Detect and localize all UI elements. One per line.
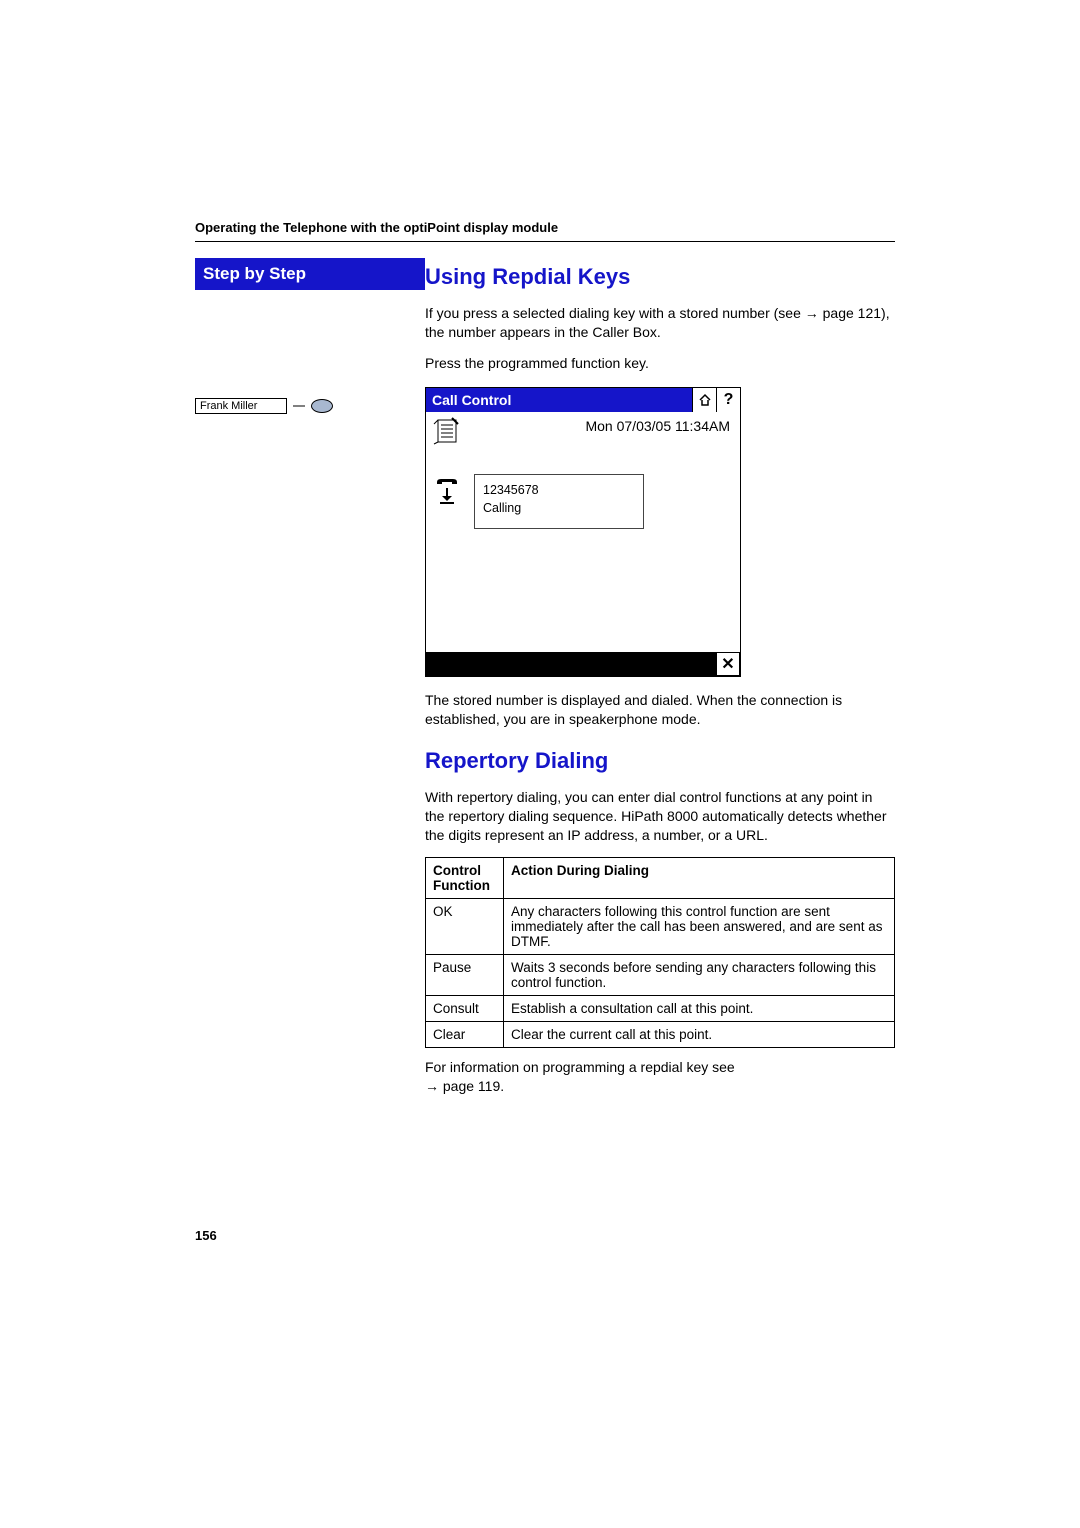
arrow-icon: → (805, 305, 823, 321)
text: If you press a selected dialing key with… (425, 305, 805, 321)
table-row: OK Any characters following this control… (426, 899, 895, 955)
instruction-text: Press the programmed function key. (425, 354, 895, 373)
table-cell: Establish a consultation call at this po… (504, 996, 895, 1022)
control-function-table: Control Function Action During Dialing O… (425, 857, 895, 1048)
table-header: Control Function (426, 858, 504, 899)
paragraph: With repertory dialing, you can enter di… (425, 788, 895, 845)
table-cell: Consult (426, 996, 504, 1022)
arrow-icon: → (425, 1078, 443, 1094)
display-footer: ✕ (426, 652, 740, 676)
caller-status: Calling (483, 499, 635, 518)
display-title: Call Control (426, 392, 692, 408)
table-cell: Pause (426, 955, 504, 996)
paragraph: The stored number is displayed and diale… (425, 691, 895, 729)
table-cell: Waits 3 seconds before sending any chara… (504, 955, 895, 996)
table-row: Consult Establish a consultation call at… (426, 996, 895, 1022)
paragraph: For information on programming a repdial… (425, 1058, 895, 1096)
table-cell: Any characters following this control fu… (504, 899, 895, 955)
key-label: Frank Miller (195, 398, 287, 414)
close-icon[interactable]: ✕ (716, 652, 740, 676)
display-titlebar: Call Control ? (426, 388, 740, 412)
key-button-icon (311, 399, 333, 413)
table-header: Action During Dialing (504, 858, 895, 899)
section-title-repertory: Repertory Dialing (425, 748, 895, 774)
page-number: 156 (195, 1228, 217, 1243)
step-by-step-banner: Step by Step (195, 258, 425, 290)
key-connector-icon (293, 399, 305, 413)
chapter-header: Operating the Telephone with the optiPoi… (195, 220, 895, 242)
caller-number: 12345678 (483, 481, 635, 500)
section-title-repdial: Using Repdial Keys (425, 264, 895, 290)
caller-box: 12345678 Calling (474, 474, 644, 530)
home-icon[interactable] (692, 388, 716, 412)
display-icon-strip (426, 412, 468, 652)
page-ref: page 121 (823, 305, 881, 321)
table-cell: Clear (426, 1022, 504, 1048)
phone-display: Call Control ? (425, 387, 741, 677)
display-timestamp: Mon 07/03/05 11:34AM (474, 416, 734, 434)
right-column: Using Repdial Keys If you press a select… (425, 258, 895, 1108)
table-row: Clear Clear the current call at this poi… (426, 1022, 895, 1048)
table-cell: OK (426, 899, 504, 955)
table-cell: Clear the current call at this point. (504, 1022, 895, 1048)
help-icon[interactable]: ? (716, 388, 740, 412)
left-column: Step by Step Frank Miller (195, 258, 425, 414)
text: . (500, 1078, 504, 1094)
function-key-illustration: Frank Miller (195, 398, 425, 414)
table-row: Pause Waits 3 seconds before sending any… (426, 955, 895, 996)
notebook-icon (432, 416, 462, 446)
page-ref: page 119 (443, 1078, 500, 1094)
paragraph: If you press a selected dialing key with… (425, 304, 895, 342)
text: For information on programming a repdial… (425, 1059, 735, 1075)
handset-download-icon (432, 476, 462, 506)
